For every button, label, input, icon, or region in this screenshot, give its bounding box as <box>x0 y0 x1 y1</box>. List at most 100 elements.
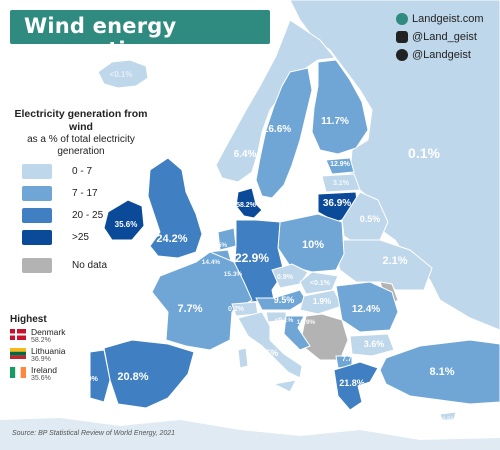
country-denmark <box>235 187 263 219</box>
highest-country: Denmark <box>31 327 66 337</box>
country-latvia <box>321 173 361 193</box>
globe-icon <box>396 13 408 25</box>
twitter-icon <box>396 49 408 61</box>
legend-swatch <box>22 229 52 245</box>
legend-subtitle: as a % of total electricity generation <box>27 134 135 157</box>
country-turkey <box>379 339 500 405</box>
label-ireland: 35.6% <box>115 220 138 229</box>
label-czechia: 0.9% <box>277 274 294 281</box>
brand-instagram[interactable]: @Land_geist <box>412 31 477 43</box>
country-iceland <box>97 59 149 89</box>
label-netherlands: 12.5% <box>209 242 228 249</box>
highest-title: Highest <box>10 314 47 325</box>
legend-item: 20 - 25 <box>22 206 103 224</box>
legend-swatch <box>22 207 52 223</box>
highest-value: 58.2% <box>31 337 51 344</box>
legend-label: No data <box>72 259 108 271</box>
country-united-kingdom <box>147 157 203 259</box>
legend-item: No data <box>22 256 107 274</box>
highest-item: Lithuania 36.9% <box>10 347 66 366</box>
island-sardinia <box>237 347 249 369</box>
country-estonia <box>325 157 355 175</box>
label-poland: 10% <box>302 239 324 251</box>
title-banner: Wind energy generation <box>10 10 270 62</box>
country-spain <box>103 339 195 409</box>
highest-item: Ireland 35.6% <box>10 366 66 385</box>
country-belarus <box>341 191 389 245</box>
country-france <box>151 251 253 351</box>
label-spain: 20.8% <box>117 371 148 383</box>
highest-panel: Highest Denmark 58.2% Lithuania 36.9% Irel… <box>10 314 66 385</box>
country-croatia <box>283 315 311 351</box>
country-hungary <box>299 289 343 315</box>
label-belarus: 0.5% <box>360 214 381 224</box>
country-italy <box>237 311 303 379</box>
label-iceland: <0.1% <box>110 70 133 79</box>
island-sicily <box>272 379 297 393</box>
country-ireland <box>103 199 145 241</box>
legend-heading: Electricity generation from wind <box>14 108 148 133</box>
country-labels: <0.1% 6.4% 16.6% 11.7% 0.1% 12.9% 3.1% 36.9% 0.5… <box>78 70 457 423</box>
highest-value: 35.6% <box>31 375 51 382</box>
source-note: Source: BP Statistical Review of World E… <box>12 430 176 437</box>
label-croatia: 12.9% <box>297 319 316 326</box>
country-finland <box>311 59 369 155</box>
label-belgium: 14.4% <box>202 259 221 266</box>
label-slovakia: <0.1% <box>310 280 331 287</box>
label-bulgaria: 3.6% <box>364 339 385 349</box>
label-norway: 6.4% <box>234 149 257 160</box>
legend-label: 0 - 7 <box>72 165 93 177</box>
denmark-flag-icon <box>10 329 26 340</box>
country-romania <box>335 281 399 333</box>
highest-country: Ireland <box>31 365 57 375</box>
label-austria: 9.5% <box>274 295 295 305</box>
label-lithuania: 36.9% <box>323 198 351 209</box>
label-latvia: 3.1% <box>333 180 350 187</box>
country-czechia <box>271 263 309 289</box>
highest-country: Lithuania <box>31 346 66 356</box>
label-romania: 12.4% <box>352 304 380 315</box>
label-estonia: 12.9% <box>330 161 351 168</box>
label-finland: 11.7% <box>321 116 349 127</box>
legend-swatch <box>22 185 52 201</box>
brand-block: Landgeist.com @Land_geist @Landgeist <box>396 10 484 64</box>
country-greece <box>333 361 379 411</box>
legend-label: 20 - 25 <box>72 209 104 221</box>
label-russia: 0.1% <box>408 145 440 161</box>
instagram-icon <box>396 31 408 43</box>
legend-item: 7 - 17 <box>22 184 98 202</box>
page-title: Wind energy generation <box>24 14 177 62</box>
lithuania-flag-icon <box>10 348 26 359</box>
country-slovakia <box>299 271 339 295</box>
label-switzerland: 0.2% <box>228 306 245 313</box>
label-turkey: 8.1% <box>429 366 454 378</box>
legend-label: >25 <box>72 231 89 243</box>
label-germany: 22.9% <box>235 251 269 265</box>
label-italy: 6.6% <box>258 348 279 358</box>
country-poland <box>277 213 345 273</box>
label-sweden: 16.6% <box>263 124 291 135</box>
legend-swatch <box>22 257 52 273</box>
label-denmark: 58.2% <box>236 202 257 209</box>
country-cyprus <box>439 411 457 421</box>
legend-label: 7 - 17 <box>72 187 98 199</box>
label-greece: 21.8% <box>339 378 365 388</box>
label-united-kingdom: 24.2% <box>156 233 187 245</box>
country-portugal <box>89 349 111 403</box>
legend-swatch <box>22 163 52 179</box>
label-ukraine: 2.1% <box>382 255 407 267</box>
legend-item: 0 - 7 <box>22 162 92 180</box>
label-north-macedonia: 7.7% <box>342 356 359 363</box>
country-bulgaria <box>349 333 395 357</box>
highest-item: Denmark 58.2% <box>10 328 66 347</box>
brand-twitter[interactable]: @Landgeist <box>412 49 471 61</box>
region-africa <box>0 418 500 450</box>
legend-item: >25 <box>22 228 89 246</box>
label-cyprus: 4.5% <box>442 416 457 423</box>
highest-value: 36.9% <box>31 356 51 363</box>
ireland-flag-icon <box>10 367 26 378</box>
label-slovenia: <0.1% <box>275 317 294 324</box>
label-france: 7.7% <box>177 303 202 315</box>
brand-site[interactable]: Landgeist.com <box>412 13 484 25</box>
